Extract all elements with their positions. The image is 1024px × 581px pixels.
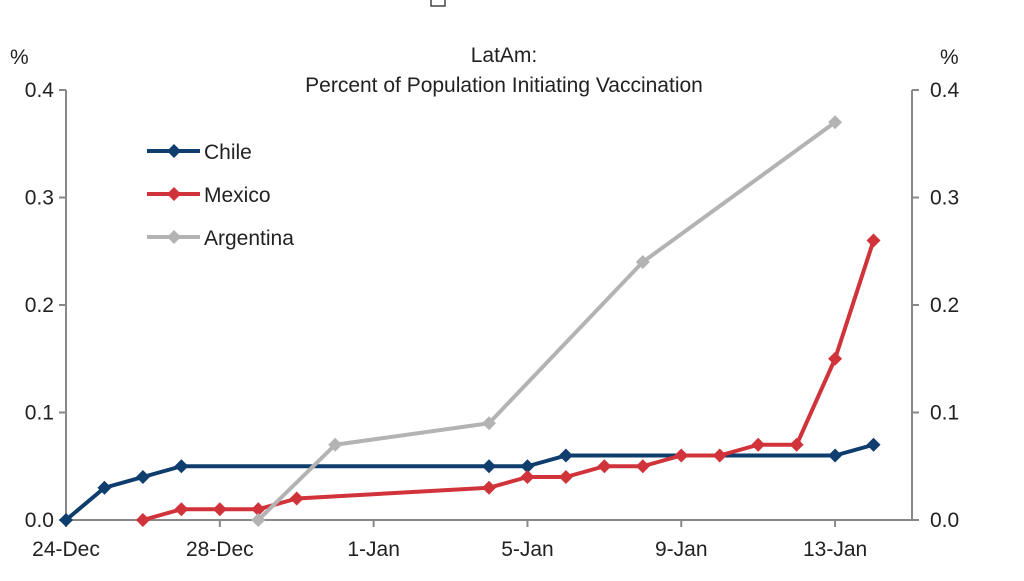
- y-tick-label-right: 0.0: [930, 509, 959, 532]
- y-axis-label-left: %: [10, 46, 29, 69]
- data-point-mexico: [751, 437, 766, 452]
- y-tick-label-left: 0.4: [25, 79, 55, 102]
- data-point-mexico: [520, 470, 535, 484]
- data-point-chile: [135, 470, 150, 484]
- data-point-mexico: [597, 459, 612, 474]
- legend-marker: [167, 230, 181, 244]
- y-tick-label-left: 0.3: [25, 187, 54, 210]
- x-tick-label: 28-Dec: [186, 538, 254, 561]
- legend-item-argentina: Argentina: [147, 227, 294, 250]
- data-point-mexico: [482, 480, 496, 495]
- y-tick-label-right: 0.1: [930, 402, 959, 425]
- y-tick-label-left: 0.2: [25, 294, 54, 317]
- data-point-mexico: [866, 233, 881, 248]
- data-point-mexico: [251, 502, 266, 517]
- y-tick-label-right: 0.4: [930, 79, 960, 102]
- legend-item-chile: Chile: [147, 141, 252, 164]
- series-chile: [59, 437, 881, 527]
- data-point-mexico: [712, 448, 727, 463]
- data-point-mexico: [135, 513, 150, 527]
- data-point-chile: [520, 459, 535, 474]
- data-point-chile: [174, 459, 189, 474]
- data-point-argentina: [328, 437, 343, 452]
- data-point-chile: [828, 448, 843, 463]
- series-mexico: [135, 233, 881, 527]
- data-point-argentina: [251, 513, 266, 527]
- chart-title: LatAm:: [471, 44, 538, 67]
- data-point-mexico: [635, 459, 650, 474]
- data-point-mexico: [174, 502, 189, 517]
- data-point-mexico: [289, 491, 304, 506]
- y-tick-label-left: 0.0: [25, 509, 54, 532]
- x-tick-label: 5-Jan: [501, 538, 554, 561]
- legend-item-mexico: Mexico: [147, 184, 271, 207]
- data-point-argentina: [828, 115, 843, 130]
- series-line-mexico: [142, 239, 876, 522]
- x-tick-label: 9-Jan: [655, 538, 708, 561]
- data-point-chile: [482, 459, 496, 474]
- data-point-chile: [866, 437, 881, 452]
- data-point-mexico: [789, 437, 804, 452]
- data-point-mexico: [674, 448, 689, 463]
- x-tick-label: 24-Dec: [32, 538, 100, 561]
- data-point-mexico: [828, 351, 843, 366]
- legend-label: Chile: [204, 141, 252, 164]
- data-point-chile: [558, 448, 573, 463]
- y-tick-label-right: 0.3: [930, 187, 959, 210]
- y-axis-label-right: %: [940, 46, 959, 69]
- data-point-chile: [59, 513, 73, 527]
- window-icon: [430, 0, 446, 7]
- legend-label: Argentina: [204, 227, 294, 250]
- data-point-mexico: [212, 502, 227, 517]
- legend-marker: [167, 187, 181, 201]
- data-point-mexico: [558, 470, 573, 484]
- legend-label: Mexico: [204, 184, 271, 207]
- y-tick-label-left: 0.1: [25, 402, 54, 425]
- data-point-argentina: [482, 416, 496, 431]
- legend-marker: [167, 144, 181, 158]
- y-tick-label-right: 0.2: [930, 294, 959, 317]
- series-argentina: [251, 115, 843, 527]
- x-tick-label: 1-Jan: [347, 538, 400, 561]
- x-tick-label: 13-Jan: [803, 538, 867, 561]
- data-point-argentina: [635, 255, 650, 269]
- data-point-chile: [97, 480, 112, 495]
- chart-subtitle: Percent of Population Initiating Vaccina…: [305, 74, 703, 97]
